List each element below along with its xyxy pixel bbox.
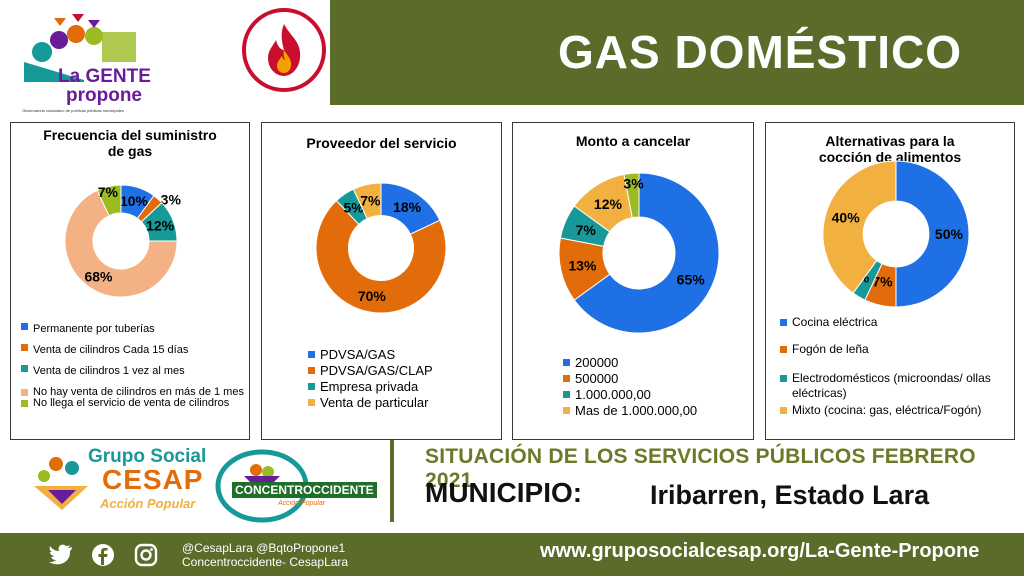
legend-item: Venta de cilindros 1 vez al mes [21,361,247,382]
legend-item: Permanente por tuberías [21,319,247,340]
twitter-icon[interactable] [48,543,72,567]
cesap-line3: Acción Popular [100,496,196,511]
donut-chart-monto: 65% 13% 7% 12%3% [558,172,720,334]
social-handles: @CesapLara @BqtoPropone1 Concentrocciden… [182,541,348,569]
flame-icon [242,8,326,92]
donut-chart-proveedor: 18% 70% 5%7% [315,182,447,314]
website-link[interactable]: www.gruposocialcesap.org/La-Gente-Propon… [540,540,980,562]
divider-bar [390,440,394,522]
data-label: 7% [872,274,893,290]
legend-item: Fogón de leña [780,342,1012,357]
legend: PDVSA/GAS PDVSA/GAS/CLAP Empresa privada… [308,347,433,411]
data-label: 70% [358,288,387,304]
legend-item: 200000 [563,355,697,371]
data-label: 18% [393,199,422,215]
logo-line2: propone [66,85,142,106]
page-title: GAS DOMÉSTICO [557,26,963,78]
legend-item: Mas de 1.000.000,00 [563,403,697,419]
donut-chart-alternativas: 50%7%3%40% [822,160,970,308]
donut-chart-frecuencia: 10% 3% 12% 68% 7% [64,184,182,298]
data-label: 68% [84,268,113,284]
panel-title: Proveedor del servicio [306,135,457,151]
concentroccidente-logo: CONCENTROCCIDENTE Acción Popular [214,442,377,524]
legend-item: No hay venta de cilindros en más de 1 me… [21,387,247,398]
data-label: 5% [343,200,364,216]
panel-title: Monto a cancelar [575,133,691,149]
data-label: 12% [146,218,175,234]
panel-proveedor: Proveedor del servicio 18% 70% 5% 7% PDVSA/… [261,122,502,440]
data-label: 7% [360,192,381,208]
legend-item: No llega el servicio de venta de cilindr… [21,398,247,409]
legend-item: Electrodomésticos (microondas/ ollas elé… [780,371,1012,401]
donut-slice [315,199,447,314]
data-label: 7% [98,184,119,200]
donut-slice [822,160,897,294]
data-label: 3% [623,175,644,191]
concentro-line1: CONCENTROCCIDENTE [232,482,377,498]
municipio-value: Iribarren, Estado Lara [650,480,930,510]
panel-frecuencia: Frecuencia del suministro de gas 10% 3% 12… [10,122,250,440]
legend-item: 500000 [563,371,697,387]
legend-item: PDVSA/GAS [308,347,433,363]
facebook-icon[interactable] [91,543,115,567]
panel-monto: Monto a cancelar 65% 13% 7% 12% 3% 200000 50… [512,122,754,440]
data-label: 50% [935,226,964,242]
legend-item: PDVSA/GAS/CLAP [308,363,433,379]
panel-alternativas: Alternativas para la cocción de alimento… [765,122,1015,440]
social-line1: @CesapLara @BqtoPropone1 [182,541,346,555]
legend-item: Venta de cilindros Cada 15 días [21,340,247,361]
situacion-title: SITUACIÓN DE LOS SERVICIOS PÚBLICOS FEBR… [425,445,976,492]
data-label: 3% [161,191,182,207]
donut-slice [96,184,122,217]
instagram-icon[interactable] [134,543,158,567]
legend: Permanente por tuberías Venta de cilindr… [21,319,247,409]
panel-title: Frecuencia del suministro de gas [43,127,217,159]
donut-slice [352,182,382,220]
logo-tagline: Observatorio ciudadano de políticas públ… [22,108,124,113]
cesap-logo: Grupo Social CESAP Acción Popular [28,442,208,522]
donut-slice [895,160,970,308]
concentro-line2: Acción Popular [278,500,326,507]
municipio-label: MUNICIPIO: [425,477,583,508]
social-line2: Concentroccidente- CesapLara [182,555,349,569]
legend-item: Mixto (cocina: gas, eléctrica/Fogón) [780,403,1012,418]
panel-title: Alternativas para la cocción de alimento… [818,133,962,165]
cesap-line1: Grupo Social [88,446,207,467]
legend-item: Empresa privada [308,379,433,395]
header-band [330,0,1024,105]
data-label: 12% [594,196,623,212]
legend: 200000 500000 1.000.000,00 Mas de 1.000.… [563,355,697,419]
data-label: 65% [677,271,706,287]
legend: Cocina eléctrica Fogón de leña Electrodo… [780,315,1012,418]
donut-slice [573,172,720,334]
donut-slice [64,189,178,298]
footer-band [0,533,1024,576]
data-label: 13% [568,258,597,274]
logo-line1: La GENTE [58,66,151,87]
la-gente-propone-logo: La GENTE propone Observatorio ciudadano … [14,12,164,117]
legend-item: Venta de particular [308,395,433,411]
data-label: 7% [576,222,597,238]
legend-item: 1.000.000,00 [563,387,697,403]
cesap-line2: CESAP [102,464,204,495]
data-label: 10% [120,193,149,209]
legend-item: Cocina eléctrica [780,315,1012,330]
donut-slice [623,172,640,219]
data-label: 40% [832,210,861,226]
